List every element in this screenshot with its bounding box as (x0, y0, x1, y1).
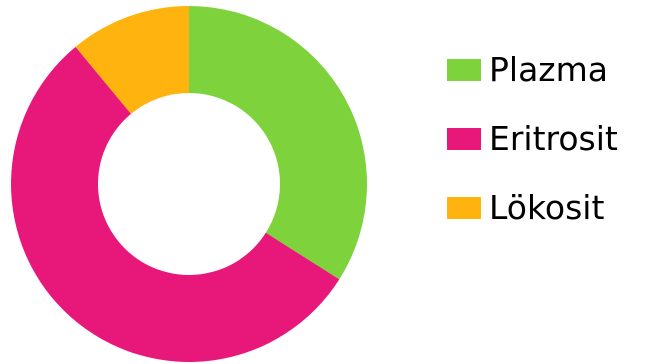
legend-label-eritrosit: Eritrosit (489, 119, 618, 158)
slice-plazma (189, 6, 367, 280)
legend-label-lokosit: Lökosit (489, 188, 605, 227)
legend-swatch-eritrosit (447, 128, 481, 150)
legend-item-lokosit: Lökosit (447, 190, 647, 226)
chart-legend: Plazma Eritrosit Lökosit (447, 52, 647, 226)
donut-slices (10, 6, 367, 363)
legend-item-eritrosit: Eritrosit (447, 121, 647, 157)
legend-swatch-plazma (447, 59, 481, 81)
legend-label-plazma: Plazma (489, 50, 608, 89)
legend-item-plazma: Plazma (447, 52, 647, 88)
slice-lokosit (75, 6, 189, 114)
legend-swatch-lokosit (447, 197, 481, 219)
slice-eritrosit (10, 46, 340, 363)
